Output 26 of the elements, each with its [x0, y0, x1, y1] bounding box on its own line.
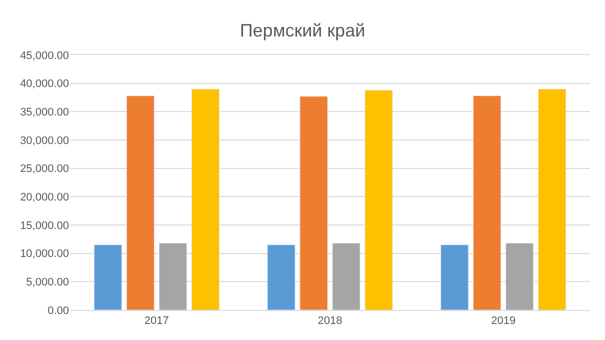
bar [267, 244, 296, 310]
y-tick-label: 45,000.00 [20, 50, 69, 62]
bar [473, 96, 502, 310]
bar [158, 242, 187, 310]
y-tick-label: 10,000.00 [20, 248, 69, 260]
y-tick-label: 5,000.00 [26, 276, 69, 289]
y-tick-label: 30,000.00 [20, 134, 69, 147]
y-tick-label: 20,000.00 [20, 192, 69, 204]
chart-title: Пермский край [240, 20, 366, 40]
y-tick-label: 40,000.00 [20, 78, 69, 90]
y-tick-label: 25,000.00 [20, 163, 69, 176]
bar [94, 244, 122, 310]
bar [538, 88, 566, 310]
bar [332, 242, 360, 310]
y-tick-label: 0.00 [48, 304, 69, 317]
bar [506, 242, 534, 310]
x-tick-label: 2018 [318, 315, 342, 328]
y-tick-label: 35,000.00 [20, 106, 69, 119]
bar [126, 96, 154, 310]
x-tick-label: 2017 [144, 315, 169, 328]
x-tick-label: 2019 [491, 315, 516, 328]
bar [191, 88, 220, 310]
bar [364, 90, 393, 310]
bar [300, 96, 328, 310]
bar [440, 244, 469, 310]
y-tick-label: 15,000.00 [20, 220, 69, 232]
